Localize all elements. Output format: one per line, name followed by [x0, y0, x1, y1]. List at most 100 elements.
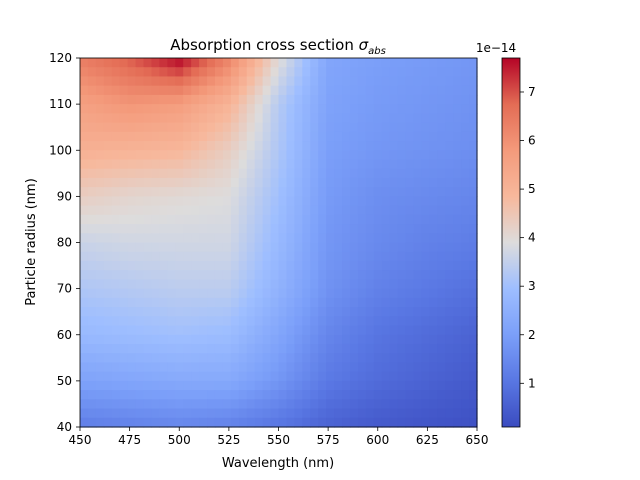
heatmap-cell	[302, 177, 311, 188]
heatmap-cell	[262, 159, 272, 170]
heatmap-cell	[167, 380, 176, 391]
heatmap-cell	[429, 150, 438, 161]
heatmap-cell	[342, 205, 351, 216]
heatmap-cell	[183, 242, 192, 253]
heatmap-cell	[175, 307, 184, 317]
heatmap-cell	[262, 242, 272, 253]
heatmap-cell	[262, 334, 272, 345]
heatmap-cell	[429, 251, 438, 262]
heatmap-cell	[135, 307, 145, 317]
heatmap-cell	[413, 334, 423, 345]
heatmap-cell	[262, 224, 272, 234]
heatmap-cell	[270, 353, 280, 364]
heatmap-cell	[159, 94, 168, 105]
heatmap-cell	[135, 417, 145, 428]
heatmap-cell	[413, 380, 423, 391]
heatmap-cell	[453, 371, 462, 382]
heatmap-cell	[230, 343, 240, 354]
heatmap-cell	[143, 85, 153, 96]
heatmap-cell	[349, 122, 359, 133]
heatmap-cell	[183, 67, 192, 78]
heatmap-cell	[302, 316, 311, 327]
heatmap-cell	[230, 362, 240, 373]
heatmap-cell	[461, 316, 470, 327]
heatmap-cell	[270, 141, 280, 151]
heatmap-cell	[461, 242, 470, 253]
heatmap-cell	[373, 177, 383, 188]
heatmap-cell	[429, 260, 438, 271]
heatmap-cell	[334, 177, 343, 188]
heatmap-cell	[365, 67, 375, 78]
heatmap-cell	[445, 288, 454, 299]
heatmap-cell	[334, 76, 343, 87]
heatmap-cell	[326, 76, 335, 87]
heatmap-cell	[191, 270, 200, 280]
heatmap-cell	[453, 380, 462, 391]
heatmap-cell	[214, 104, 224, 114]
heatmap-cell	[127, 371, 137, 382]
heatmap-cell	[135, 371, 145, 382]
heatmap-cell	[429, 270, 438, 280]
heatmap-cell	[254, 307, 264, 317]
heatmap-cell	[270, 279, 280, 290]
heatmap-cell	[310, 168, 319, 179]
heatmap-cell	[469, 390, 478, 400]
heatmap-cell	[167, 343, 176, 354]
heatmap-cell	[278, 214, 288, 225]
heatmap-cell	[87, 205, 97, 216]
heatmap-cell	[222, 251, 232, 262]
heatmap-cell	[437, 67, 446, 78]
heatmap-cell	[302, 307, 311, 317]
heatmap-cell	[135, 399, 145, 410]
heatmap-cell	[175, 242, 184, 253]
heatmap-cell	[437, 76, 446, 87]
heatmap-cell	[254, 325, 264, 336]
heatmap-cell	[421, 297, 430, 308]
heatmap-cell	[326, 94, 335, 105]
heatmap-cell	[143, 399, 153, 410]
heatmap-cell	[87, 85, 97, 96]
heatmap-cell	[445, 408, 454, 419]
heatmap-cell	[111, 307, 121, 317]
heatmap-cell	[87, 233, 97, 244]
heatmap-cell	[159, 131, 168, 142]
heatmap-cell	[469, 159, 478, 170]
heatmap-cell	[119, 343, 129, 354]
heatmap-cell	[429, 390, 438, 400]
heatmap-cell	[342, 334, 351, 345]
heatmap-cell	[421, 224, 430, 234]
heatmap-cell	[357, 334, 367, 345]
heatmap-cell	[318, 233, 327, 244]
heatmap-cell	[437, 58, 446, 68]
heatmap-cell	[302, 408, 311, 419]
heatmap-cell	[230, 177, 240, 188]
heatmap-cell	[143, 390, 153, 400]
heatmap-cell	[445, 159, 454, 170]
heatmap-cell	[80, 214, 89, 225]
heatmap-cell	[302, 67, 311, 78]
heatmap-cell	[111, 251, 121, 262]
heatmap-cell	[191, 94, 200, 105]
heatmap-cell	[191, 58, 200, 68]
heatmap-cell	[413, 343, 423, 354]
heatmap-cell	[111, 270, 121, 280]
heatmap-cell	[397, 325, 407, 336]
heatmap-cell	[143, 177, 153, 188]
heatmap-cell	[334, 353, 343, 364]
heatmap-cell	[302, 224, 311, 234]
heatmap-cell	[373, 85, 383, 96]
heatmap-cell	[214, 233, 224, 244]
heatmap-cell	[429, 177, 438, 188]
heatmap-cell	[429, 307, 438, 317]
heatmap-cell	[111, 334, 121, 345]
heatmap-cell	[302, 251, 311, 262]
heatmap-cell	[175, 279, 184, 290]
heatmap-cell	[95, 196, 105, 207]
heatmap-cell	[262, 214, 272, 225]
heatmap-cell	[421, 334, 430, 345]
heatmap-cell	[326, 122, 335, 133]
heatmap-cell	[246, 122, 256, 133]
heatmap-cell	[254, 390, 264, 400]
heatmap-cell	[199, 343, 208, 354]
heatmap-cell	[175, 196, 184, 207]
